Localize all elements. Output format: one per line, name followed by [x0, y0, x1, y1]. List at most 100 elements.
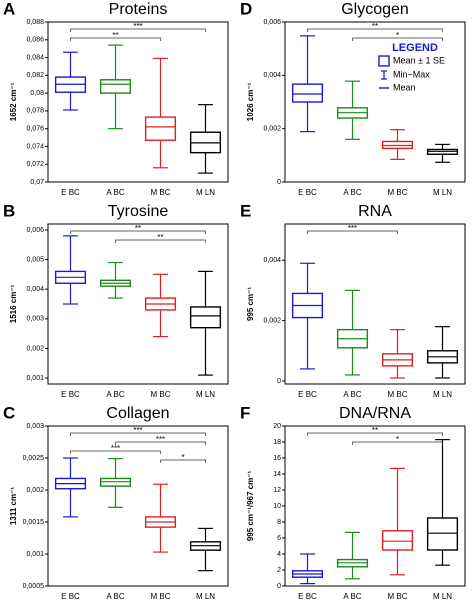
panel-letter: C [3, 403, 15, 422]
y-axis-label: 995 cm⁻¹/967 cm⁻¹ [246, 471, 255, 542]
significance-label: * [396, 435, 399, 444]
y-axis-label: 1311 cm⁻¹ [9, 487, 18, 525]
x-tick-label: M LN [196, 188, 215, 197]
y-tick-label: 0,006 [263, 19, 281, 26]
y-tick-label: 0,002 [263, 317, 281, 324]
y-tick-label: 10 [273, 503, 281, 510]
y-tick-label: 0,004 [263, 257, 281, 264]
x-tick-label: M BC [151, 390, 171, 399]
panel-title: Collagen [106, 405, 169, 422]
plot-frame [47, 21, 229, 183]
y-tick-label: 8 [277, 519, 281, 526]
y-tick-label: 0 [277, 179, 281, 186]
y-tick-label: 12 [273, 487, 281, 494]
y-tick-label: 6 [277, 535, 281, 542]
se-box [381, 530, 414, 551]
x-tick-label: A BC [106, 390, 124, 399]
x-tick-label: M BC [388, 390, 408, 399]
x-tick-label: M BC [151, 188, 171, 197]
significance-bracket [352, 37, 443, 41]
y-tick-label: 0,003 [26, 316, 44, 323]
x-tick-label: M BC [151, 592, 171, 601]
x-tick-label: M LN [196, 592, 215, 601]
x-tick-label: E BC [61, 188, 80, 197]
x-tick-label: M LN [433, 188, 452, 197]
x-tick-label: E BC [298, 390, 317, 399]
y-tick-label: 0,078 [26, 108, 44, 115]
y-tick-label: 0,074 [26, 143, 44, 150]
y-tick-label: 0,004 [263, 72, 281, 79]
plot-frame [284, 21, 466, 183]
x-tick-label: M LN [433, 390, 452, 399]
significance-label: * [396, 31, 399, 40]
se-box [144, 116, 177, 141]
x-tick-label: M LN [196, 390, 215, 399]
y-tick-label: 0,0025 [23, 455, 45, 462]
panel-letter: A [3, 0, 15, 18]
y-tick-label: 0 [277, 378, 281, 385]
y-tick-label: 0,001 [26, 375, 44, 382]
significance-bracket [307, 28, 443, 32]
y-tick-label: 18 [273, 439, 281, 446]
panel-letter: B [3, 201, 15, 220]
panel-title: DNA/RNA [339, 405, 411, 422]
significance-label: *** [133, 426, 142, 435]
y-tick-label: 0,002 [26, 345, 44, 352]
y-axis-label: 995 cm⁻¹ [246, 287, 255, 321]
y-tick-label: 16 [273, 455, 281, 462]
panel-title: RNA [358, 203, 392, 220]
legend-box-icon [378, 55, 390, 67]
x-tick-label: E BC [298, 188, 317, 197]
plot-frame [47, 425, 229, 587]
y-tick-label: 0,004 [26, 286, 44, 293]
se-box [291, 83, 324, 103]
significance-label: ** [135, 224, 141, 233]
significance-bracket [307, 230, 398, 234]
significance-bracket [70, 432, 206, 436]
significance-label: *** [348, 224, 357, 233]
x-tick-label: E BC [298, 592, 317, 601]
x-tick-label: M BC [388, 188, 408, 197]
x-tick-label: M BC [388, 592, 408, 601]
y-tick-label: 0,08 [30, 90, 44, 97]
significance-label: *** [156, 435, 165, 444]
panel-title: Glycogen [341, 1, 409, 18]
significance-bracket [115, 441, 206, 445]
significance-bracket [70, 450, 161, 454]
significance-label: *** [111, 444, 120, 453]
significance-bracket [307, 432, 443, 436]
significance-label: ** [157, 233, 163, 242]
y-tick-label: 0,005 [26, 256, 44, 263]
panel-letter: E [240, 201, 251, 220]
x-tick-label: A BC [106, 592, 124, 601]
plot-frame [284, 223, 466, 385]
significance-label: ** [112, 31, 118, 40]
y-tick-label: 0,002 [263, 126, 281, 133]
y-tick-label: 20 [273, 423, 281, 430]
x-tick-label: A BC [343, 592, 361, 601]
y-tick-label: 0 [277, 583, 281, 590]
se-box [99, 477, 132, 487]
significance-label: *** [133, 22, 142, 31]
y-tick-label: 0,084 [26, 54, 44, 61]
y-axis-label: 1652 cm⁻¹ [9, 82, 18, 121]
y-axis-label: 1026 cm⁻¹ [246, 82, 255, 121]
panel-letter: D [240, 0, 252, 18]
y-tick-label: 0,002 [26, 487, 44, 494]
legend-label: Mean [393, 82, 416, 92]
y-tick-label: 0,086 [26, 37, 44, 44]
x-tick-label: M LN [433, 592, 452, 601]
plot-frame [284, 425, 466, 587]
y-tick-label: 0,003 [26, 423, 44, 430]
se-box [189, 306, 222, 329]
panel-title: Proteins [109, 1, 168, 18]
legend-label: Mean ± 1 SE [393, 55, 445, 65]
se-box [99, 79, 132, 94]
y-tick-label: 0,006 [26, 227, 44, 234]
legend-whisker-icon [381, 70, 387, 80]
y-tick-label: 4 [277, 551, 281, 558]
y-tick-label: 0,076 [26, 126, 44, 133]
significance-label: ** [372, 426, 378, 435]
panel-letter: F [240, 403, 250, 422]
